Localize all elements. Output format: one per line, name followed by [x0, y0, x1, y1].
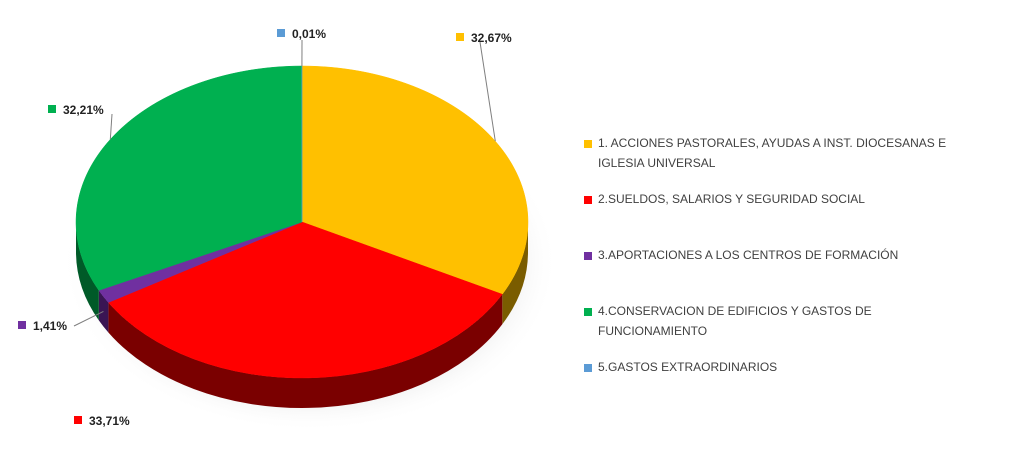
leader-line-3 [73, 311, 104, 327]
legend-item-3: 3.APORTACIONES A LOS CENTROS DE FORMACIÓ… [584, 248, 978, 265]
legend-label-1: 1. ACCIONES PASTORALES, AYUDAS A INST. D… [598, 136, 947, 170]
legend-label-3: 3.APORTACIONES A LOS CENTROS DE FORMACIÓ… [598, 248, 899, 262]
data-label-swatch-3 [18, 321, 26, 329]
legend-item-4: 4.CONSERVACION DE EDIFICIOS Y GASTOS DE … [584, 304, 978, 341]
leader-lines [73, 39, 496, 327]
slice-side-1 [502, 222, 528, 325]
leader-line-4 [109, 113, 113, 140]
pie-top [75, 65, 529, 379]
legend-swatch-4 [584, 308, 592, 316]
legend-item-1: 1. ACCIONES PASTORALES, AYUDAS A INST. D… [584, 136, 978, 173]
legend-swatch-2 [584, 196, 592, 204]
legend-swatch-5 [584, 364, 592, 372]
data-label-4: 32,21% [63, 103, 104, 117]
data-label-3: 1,41% [33, 319, 67, 333]
slice-4 [75, 65, 303, 291]
legend-item-5: 5.GASTOS EXTRAORDINARIOS [584, 360, 978, 377]
data-label-swatch-5 [277, 29, 285, 37]
data-label-5: 0,01% [292, 27, 326, 41]
data-label-swatch-1 [456, 33, 464, 41]
legend-swatch-3 [584, 252, 592, 260]
data-label-swatch-4 [48, 105, 56, 113]
slice-side-3 [98, 290, 109, 333]
legend-label-4: 4.CONSERVACION DE EDIFICIOS Y GASTOS DE … [598, 304, 872, 338]
slice-2 [107, 221, 503, 379]
leader-line-1 [479, 41, 496, 142]
data-label-2: 33,71% [89, 414, 130, 428]
legend-item-2: 2.SUELDOS, SALARIOS Y SEGURIDAD SOCIAL [584, 192, 978, 209]
data-label-1: 32,67% [471, 31, 512, 45]
slice-1 [301, 65, 529, 295]
legend-swatch-1 [584, 140, 592, 148]
data-labels: 32,67% 33,71% 1,41% 32,21% 0,01% [18, 27, 512, 428]
data-label-swatch-2 [74, 416, 82, 424]
legend-label-5: 5.GASTOS EXTRAORDINARIOS [598, 360, 778, 374]
slice-side-2 [108, 294, 503, 408]
legend-label-2: 2.SUELDOS, SALARIOS Y SEGURIDAD SOCIAL [598, 192, 865, 206]
